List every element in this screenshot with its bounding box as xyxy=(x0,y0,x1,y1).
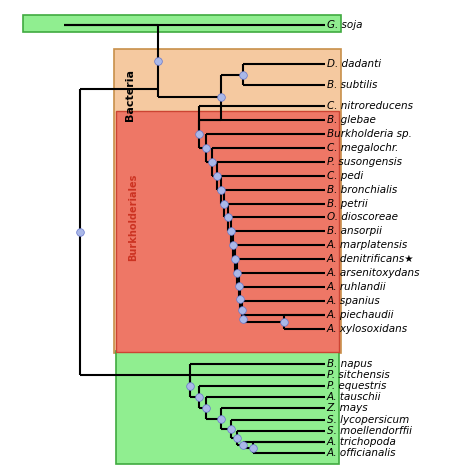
Text: A. tauschii: A. tauschii xyxy=(327,392,381,402)
Text: C. nitroreducens: C. nitroreducens xyxy=(327,101,412,111)
Text: A. arsenitoxydans: A. arsenitoxydans xyxy=(327,268,420,278)
FancyBboxPatch shape xyxy=(116,111,339,352)
Text: O. dioscoreae: O. dioscoreae xyxy=(327,212,398,222)
Text: A. trichopoda: A. trichopoda xyxy=(327,437,396,447)
Text: A. denitrificans★: A. denitrificans★ xyxy=(327,255,414,264)
Text: B. subtilis: B. subtilis xyxy=(327,80,377,90)
Text: B. napus: B. napus xyxy=(327,359,372,369)
Text: P. susongensis: P. susongensis xyxy=(327,157,401,167)
Text: B. petrii: B. petrii xyxy=(327,199,367,209)
Text: G. soja: G. soja xyxy=(327,20,362,30)
Text: B. bronchialis: B. bronchialis xyxy=(327,184,397,195)
Text: C. pedi: C. pedi xyxy=(327,171,363,181)
Text: Bacteria: Bacteria xyxy=(125,69,135,120)
Text: Z. mays: Z. mays xyxy=(327,403,368,413)
Text: S. lycopersicum: S. lycopersicum xyxy=(327,415,409,425)
Text: A. piechaudii: A. piechaudii xyxy=(327,310,394,320)
Text: B. ansorpii: B. ansorpii xyxy=(327,227,382,237)
Text: B. glebae: B. glebae xyxy=(327,115,375,125)
Text: Burkholderiales: Burkholderiales xyxy=(128,174,138,261)
Text: Burkholderia sp.: Burkholderia sp. xyxy=(327,129,411,139)
Text: D. dadanti: D. dadanti xyxy=(327,59,381,69)
Text: A. officianalis: A. officianalis xyxy=(327,448,396,458)
Text: P. sitchensis: P. sitchensis xyxy=(327,370,389,380)
Text: C. megalochr.: C. megalochr. xyxy=(327,143,398,153)
FancyBboxPatch shape xyxy=(115,49,341,353)
Text: A. ruhlandii: A. ruhlandii xyxy=(327,282,386,292)
FancyBboxPatch shape xyxy=(23,15,341,32)
Text: A. marplatensis: A. marplatensis xyxy=(327,240,408,250)
FancyBboxPatch shape xyxy=(116,351,339,464)
Text: S. moellendorffii: S. moellendorffii xyxy=(327,426,411,436)
Text: A. xylosoxidans: A. xylosoxidans xyxy=(327,324,408,334)
Text: P. equestris: P. equestris xyxy=(327,381,386,391)
Text: A. spanius: A. spanius xyxy=(327,296,380,306)
